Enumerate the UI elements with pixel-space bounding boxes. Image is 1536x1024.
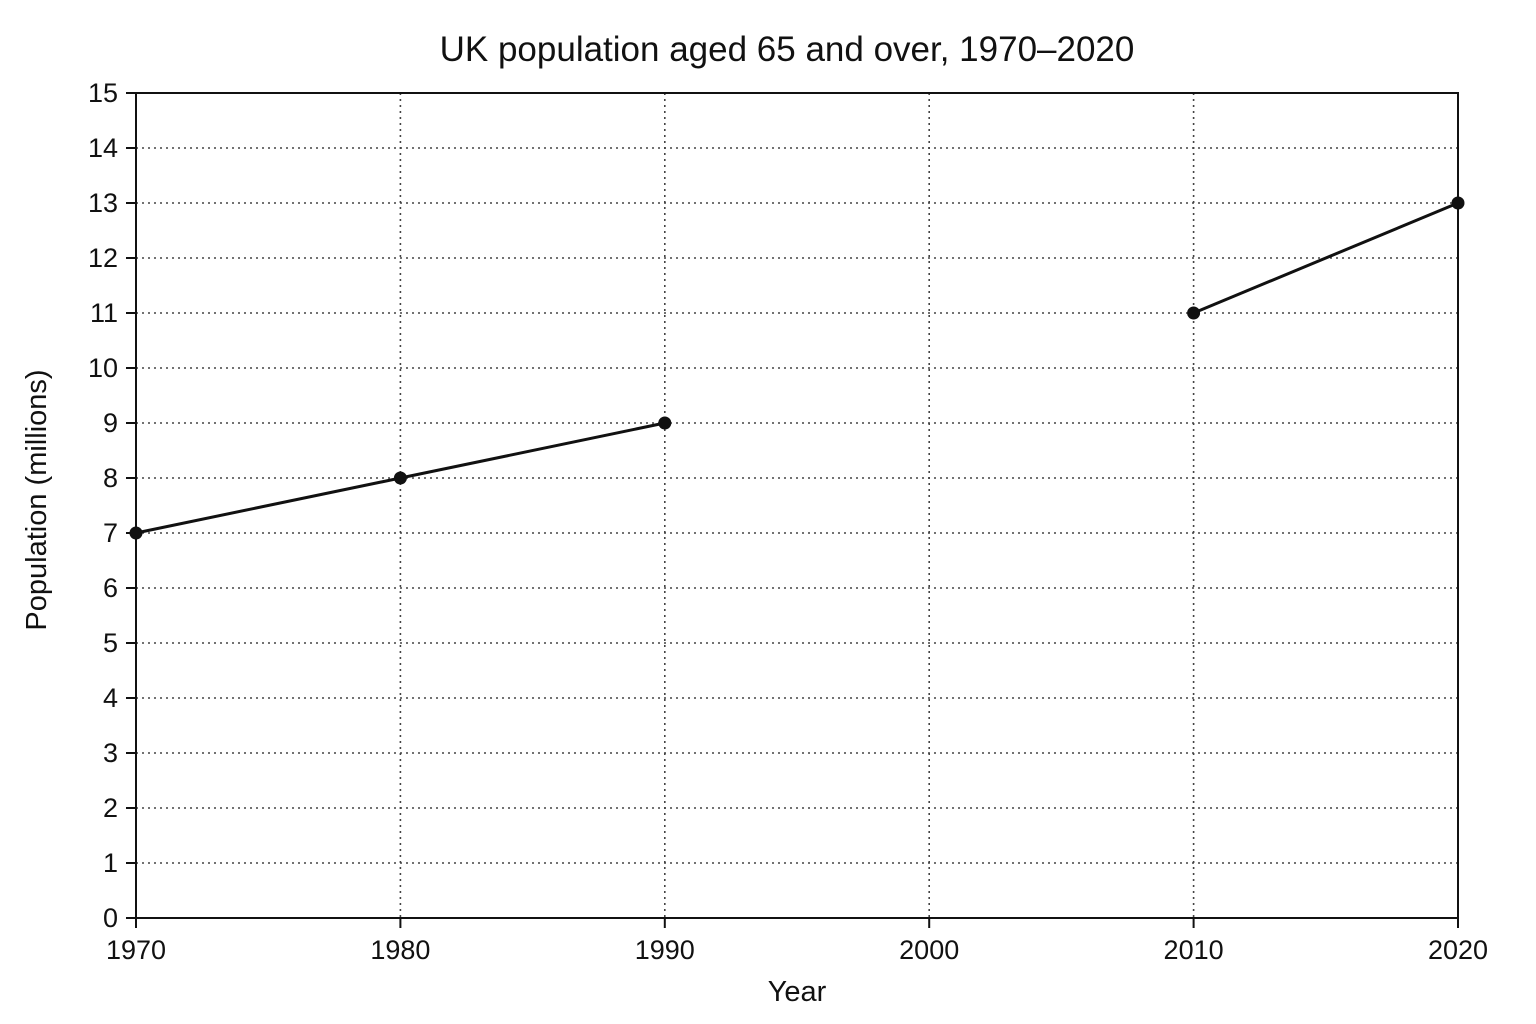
plot-frame [135,92,1459,919]
series [129,196,1465,540]
y-tick-label: 7 [103,518,118,548]
data-point [129,526,143,540]
y-tick-label: 0 [103,903,118,933]
x-tick-label: 2010 [1164,935,1224,965]
x-tick-label: 1980 [370,935,430,965]
series-line-segment [1193,201,1459,315]
y-tick-label: 9 [103,408,118,438]
x-tick-label: 1970 [106,935,166,965]
data-point [393,471,407,485]
y-tick-label: 13 [88,188,118,218]
x-tick-label: 2020 [1428,935,1488,965]
y-tick-label: 12 [88,243,118,273]
y-tick-label: 8 [103,463,118,493]
y-tick-label: 1 [103,848,118,878]
y-tick-label: 10 [88,353,118,383]
y-tick-label: 15 [88,78,118,108]
x-tick-label: 2000 [899,935,959,965]
data-point [1187,306,1201,320]
y-tick-label: 6 [103,573,118,603]
x-tick-label: 1990 [635,935,695,965]
data-point [1451,196,1465,210]
y-axis-title: Population (millions) [21,369,53,630]
data-point [658,416,672,430]
y-tick-label: 5 [103,628,118,658]
y-tick-label: 3 [103,738,118,768]
gridlines [136,93,1458,918]
chart-title: UK population aged 65 and over, 1970–202… [440,30,1135,69]
x-axis-title: Year [768,976,827,1008]
y-tick-label: 14 [88,133,118,163]
y-tick-label: 11 [90,298,118,328]
y-tick-label: 2 [103,793,118,823]
y-tick-label: 4 [103,683,118,713]
